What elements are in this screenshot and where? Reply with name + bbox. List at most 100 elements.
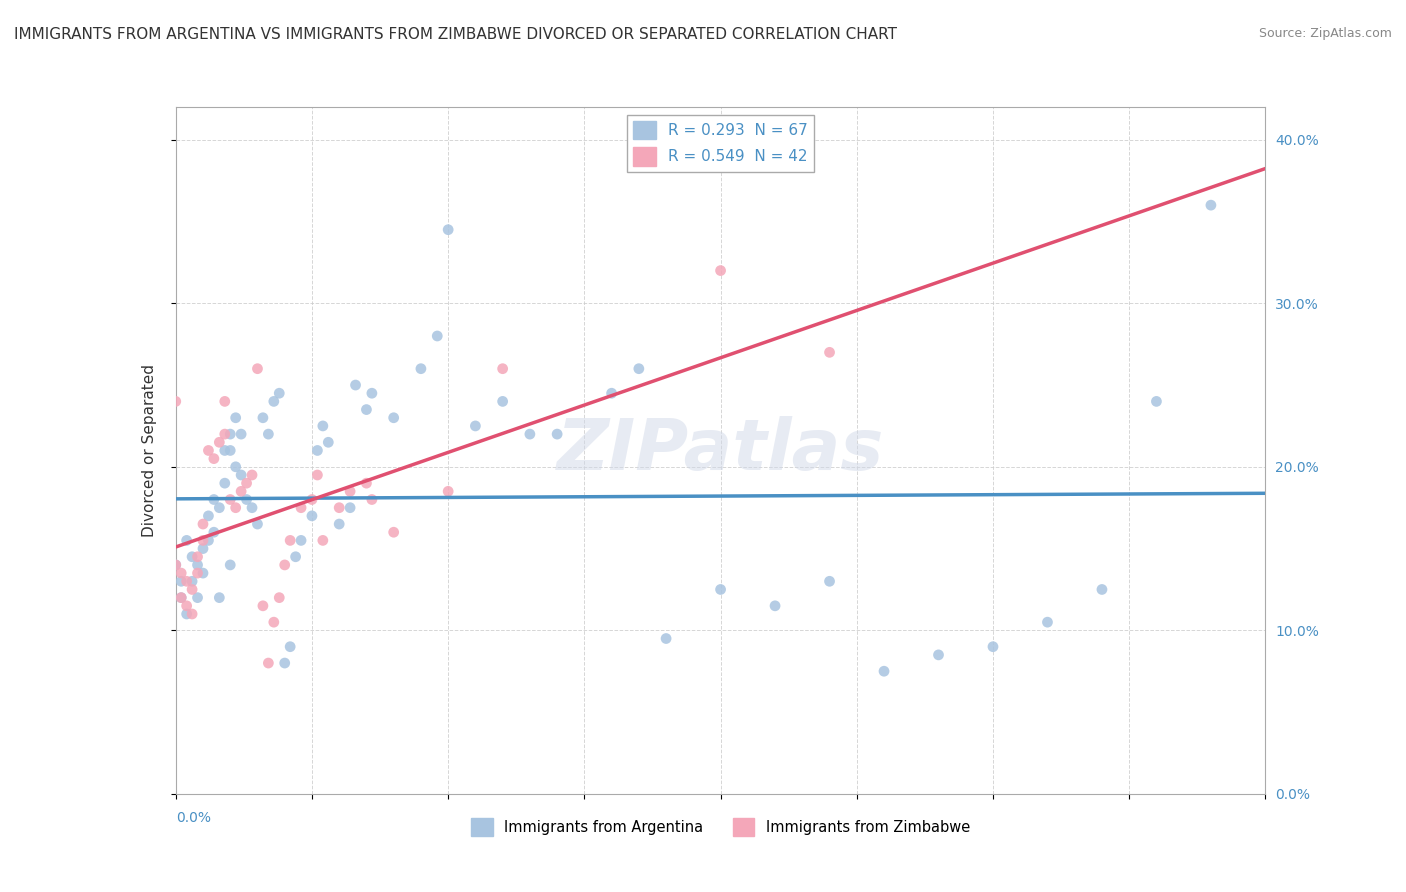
Point (360, 386, 382, 401)
Point (263, 394, 285, 409)
Point (382, 525, 405, 540)
Point (246, 516, 269, 531)
Point (219, 427, 242, 442)
Point (202, 451, 225, 466)
Point (202, 492, 225, 507)
Point (208, 591, 231, 605)
Point (290, 500, 312, 515)
Point (219, 443, 242, 458)
Point (170, 566, 193, 580)
Point (165, 394, 187, 409)
Point (181, 607, 204, 621)
Point (710, 263, 733, 277)
Point (307, 443, 329, 458)
Point (225, 459, 247, 474)
Point (165, 558, 187, 572)
Point (339, 484, 361, 499)
Point (191, 533, 214, 548)
Point (274, 656, 297, 670)
Point (928, 648, 950, 662)
Point (339, 500, 361, 515)
Legend: R = 0.293  N = 67, R = 0.549  N = 42: R = 0.293 N = 67, R = 0.549 N = 42 (627, 115, 814, 172)
Point (1144, 394, 1167, 409)
Y-axis label: Divorced or Separated: Divorced or Separated (142, 364, 157, 537)
Point (181, 574, 204, 589)
Point (191, 566, 214, 580)
Point (546, 427, 568, 442)
Point (176, 533, 198, 548)
Point (981, 640, 1004, 654)
Point (186, 591, 209, 605)
Point (165, 558, 187, 572)
Point (278, 640, 301, 654)
Point (186, 566, 209, 580)
Point (214, 443, 236, 458)
Point (257, 656, 280, 670)
Point (763, 599, 786, 613)
Text: 0.0%: 0.0% (176, 811, 211, 825)
Point (170, 591, 193, 605)
Point (492, 361, 515, 376)
Point (202, 525, 225, 540)
Point (290, 533, 312, 548)
Point (208, 500, 231, 515)
Point (307, 467, 329, 482)
Point (219, 492, 242, 507)
Point (197, 443, 219, 458)
Point (655, 632, 678, 646)
Point (344, 378, 367, 392)
Point (312, 418, 335, 433)
Point (257, 427, 280, 442)
Point (284, 549, 307, 564)
Point (818, 345, 841, 359)
Point (240, 467, 263, 482)
Point (1091, 582, 1114, 597)
Point (191, 516, 214, 531)
Point (176, 599, 198, 613)
Point (191, 541, 214, 556)
Point (176, 574, 198, 589)
Point (278, 533, 301, 548)
Text: ZIPatlas: ZIPatlas (557, 416, 884, 485)
Point (181, 582, 204, 597)
Point (519, 427, 541, 442)
Point (301, 508, 323, 523)
Point (181, 549, 204, 564)
Point (356, 402, 378, 417)
Point (409, 361, 432, 376)
Point (1199, 198, 1222, 212)
Point (356, 476, 378, 491)
Text: Source: ZipAtlas.com: Source: ZipAtlas.com (1258, 27, 1392, 40)
Point (269, 386, 291, 401)
Point (600, 386, 623, 401)
Point (214, 476, 236, 491)
Point (873, 664, 896, 679)
Point (1036, 615, 1059, 630)
Point (328, 500, 350, 515)
Point (246, 361, 269, 376)
Point (197, 508, 219, 523)
Point (301, 492, 323, 507)
Point (263, 615, 285, 630)
Point (252, 410, 274, 425)
Point (818, 574, 841, 589)
Point (219, 558, 242, 572)
Point (197, 533, 219, 548)
Point (186, 558, 209, 572)
Point (274, 558, 297, 572)
Point (225, 500, 247, 515)
Text: IMMIGRANTS FROM ARGENTINA VS IMMIGRANTS FROM ZIMBABWE DIVORCED OR SEPARATED CORR: IMMIGRANTS FROM ARGENTINA VS IMMIGRANTS … (14, 27, 897, 42)
Point (231, 427, 253, 442)
Point (437, 484, 460, 499)
Point (170, 574, 193, 589)
Point (231, 467, 253, 482)
Point (225, 410, 247, 425)
Point (627, 361, 650, 376)
Point (710, 582, 733, 597)
Point (252, 599, 274, 613)
Point (426, 329, 449, 343)
Point (312, 533, 335, 548)
Point (492, 394, 515, 409)
Point (360, 492, 382, 507)
Point (240, 500, 263, 515)
